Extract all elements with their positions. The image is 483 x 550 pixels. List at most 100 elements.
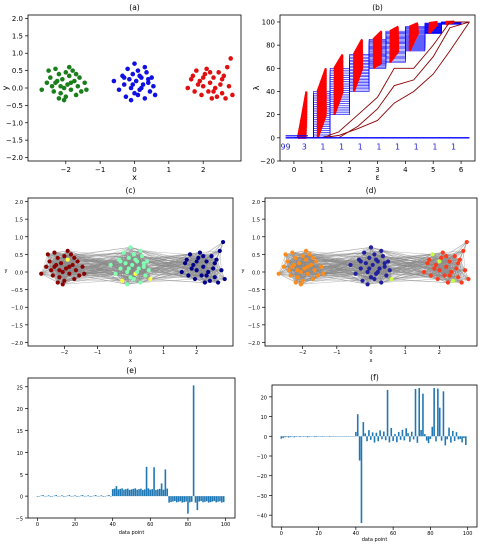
x-tick-label: −2 [61, 350, 68, 356]
zero-eigenvalue-count: 1 [432, 142, 437, 151]
data-point [207, 70, 213, 75]
graph-node [204, 273, 209, 278]
bar [369, 436, 372, 440]
graph-node [82, 271, 87, 276]
bar [211, 496, 214, 502]
graph-node [214, 257, 219, 262]
graph-node [295, 275, 300, 280]
graph-node [135, 269, 140, 275]
data-point [192, 89, 197, 94]
y-tick-label: 2.0 [252, 200, 260, 206]
graph-node [300, 254, 305, 259]
bar [448, 427, 450, 437]
y-axis-label: y [242, 268, 245, 274]
graph-node [212, 261, 217, 266]
graph-node [146, 268, 151, 273]
y-tick-label: 60 [266, 65, 275, 73]
bar [181, 496, 184, 503]
graph-node [209, 254, 214, 259]
data-point [199, 92, 204, 98]
graph-node [447, 273, 452, 278]
bar [392, 436, 394, 442]
graph-node [437, 268, 442, 273]
bar [373, 436, 376, 443]
bar [293, 436, 296, 438]
bar [132, 488, 135, 497]
bar [388, 436, 391, 443]
y-tick-label: 20 [261, 395, 267, 401]
x-tick-label: 1 [320, 166, 324, 174]
data-point [53, 66, 58, 72]
bar [42, 495, 44, 497]
bar [457, 436, 460, 440]
x-tick-label: 2 [438, 350, 441, 356]
y-tick-label: −1.5 [6, 137, 23, 145]
bar [384, 436, 387, 441]
data-point [51, 89, 57, 94]
bar [177, 496, 180, 502]
bar [437, 388, 439, 437]
bar [295, 436, 298, 437]
bar [368, 430, 370, 437]
graph-node [432, 266, 437, 271]
bar [164, 469, 167, 497]
bar [36, 496, 39, 497]
y-tick-label: 1.0 [252, 235, 260, 241]
bar [414, 388, 417, 437]
graph-node [133, 257, 138, 262]
zero-eigenvalue-count: 1 [414, 142, 419, 151]
bar [130, 489, 133, 497]
graph-node [113, 271, 118, 276]
graph-node [58, 261, 64, 266]
data-point [116, 87, 122, 93]
data-point [207, 80, 213, 86]
graph-node [49, 268, 54, 273]
y-tick-label: 20 [17, 407, 23, 413]
graph-node [52, 250, 57, 255]
x-tick-label: 20 [72, 522, 78, 528]
y-tick-label: 80 [266, 42, 275, 50]
data-point [56, 96, 62, 101]
y-tick-label: 1.5 [15, 218, 23, 224]
graph-node [353, 271, 358, 276]
graph-node [303, 248, 309, 253]
bar [453, 436, 456, 442]
bar [143, 489, 146, 497]
bar [136, 489, 138, 497]
y-tick-label: 2.0 [12, 15, 23, 23]
data-point [63, 94, 69, 99]
data-point [211, 75, 216, 80]
bar [403, 436, 406, 441]
graph-node [121, 250, 126, 255]
bar [282, 436, 284, 438]
zero-eigenvalue-count: 1 [451, 142, 456, 151]
graph-node [217, 248, 222, 253]
graph-node [184, 257, 189, 262]
bar [399, 436, 402, 440]
graph-node [433, 262, 439, 268]
graph-node [305, 271, 310, 276]
data-point [123, 94, 129, 99]
data-point [200, 75, 206, 80]
graph-node [449, 269, 454, 275]
data-point [133, 78, 139, 84]
eigenvalue-line [293, 21, 470, 139]
outlier-eigenvalue-line [293, 21, 470, 139]
graph-node [368, 245, 374, 250]
bar [306, 436, 309, 438]
bar [202, 496, 204, 503]
data-point [140, 82, 146, 87]
panel-title: (e) [126, 366, 137, 375]
graph-node [216, 280, 221, 285]
graph-node [199, 273, 204, 278]
graph-node [62, 254, 67, 259]
graph-node [219, 268, 224, 273]
data-point [142, 64, 148, 70]
data-point [145, 77, 151, 82]
graph-node [360, 278, 365, 283]
bar [155, 489, 157, 497]
bar [424, 434, 426, 437]
graph-node [222, 276, 227, 282]
y-tick-label: −2.0 [11, 341, 23, 347]
